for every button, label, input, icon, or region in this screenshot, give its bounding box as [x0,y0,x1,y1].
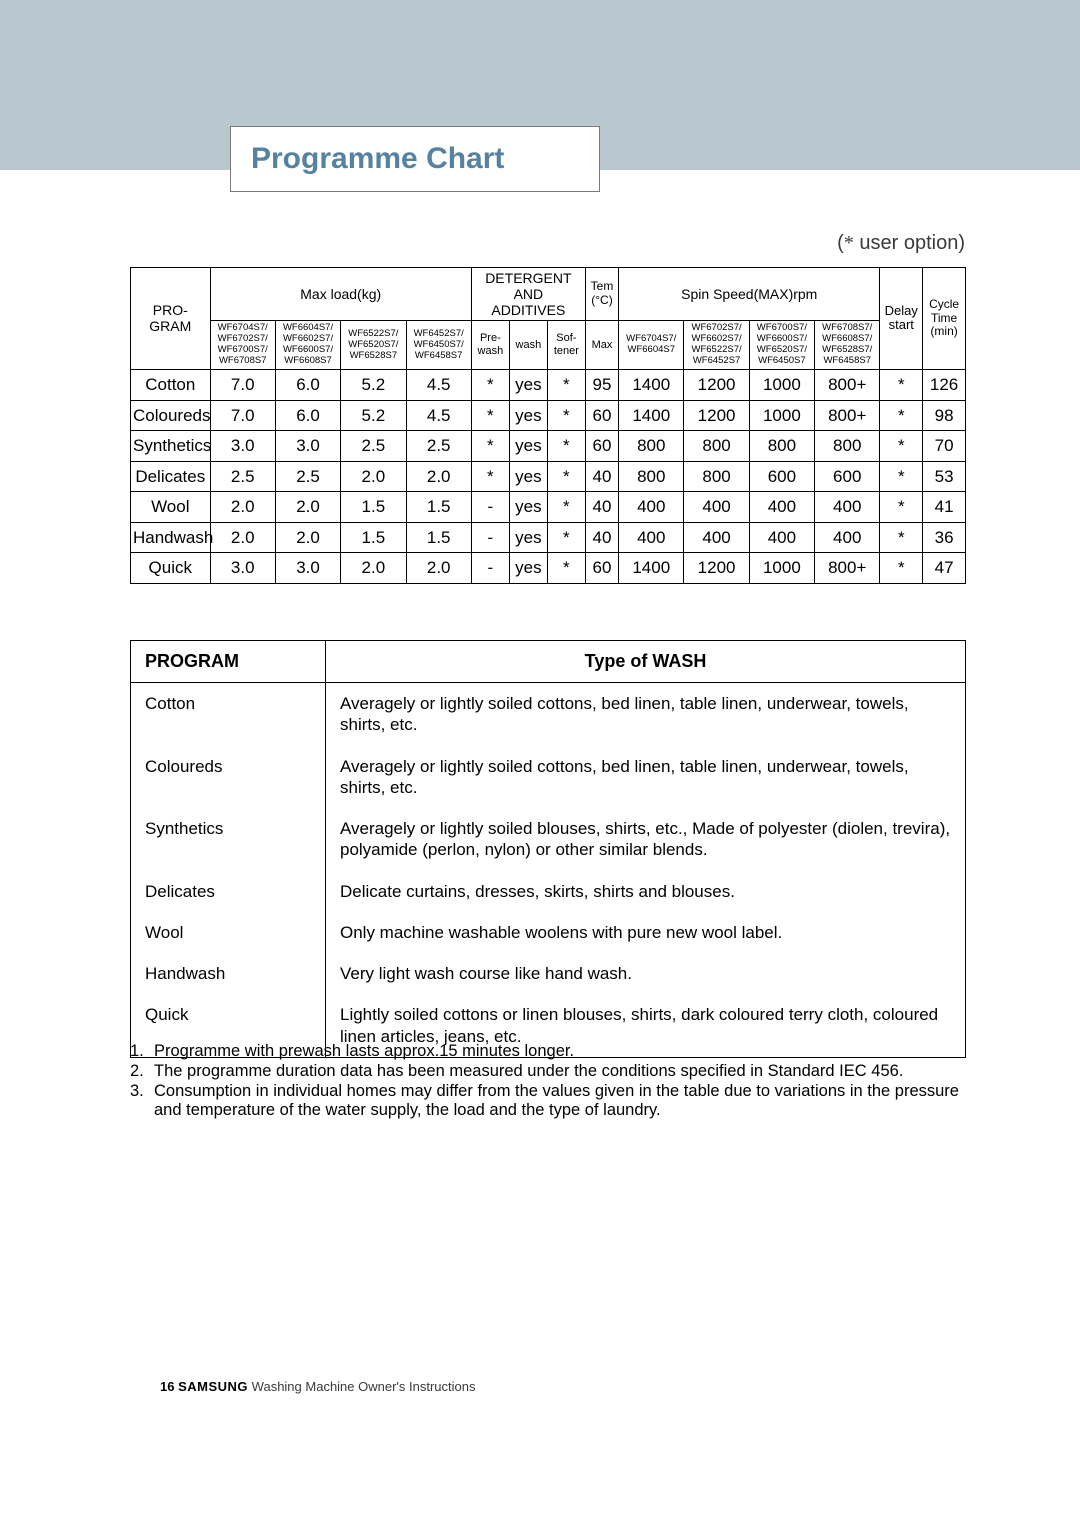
desc-text: Delicate curtains, dresses, skirts, shir… [326,871,966,912]
table-row: Wool2.02.01.51.5-yes*40400400400400*41 [131,492,966,523]
desc-header-type: Type of WASH [326,641,966,683]
left-rail [0,0,130,170]
desc-text: Averagely or lightly soiled cottons, bed… [326,683,966,746]
desc-text: Averagely or lightly soiled cottons, bed… [326,746,966,809]
program-name: Cotton [131,369,211,400]
page-title: Programme Chart [251,142,504,176]
footnote: 3.Consumption in individual homes may di… [130,1082,966,1122]
description-table: PROGRAM Type of WASH Cotton Averagely or… [130,640,966,1058]
table-row: Quick3.03.02.02.0-yes*60140012001000800+… [131,553,966,584]
desc-row: Coloureds Averagely or lightly soiled co… [131,746,966,809]
desc-row: Wool Only machine washable woolens with … [131,912,966,953]
table-row: Synthetics3.03.02.52.5*yes*6080080080080… [131,431,966,462]
spin-model-0: WF6704S7/WF6604S7 [619,321,684,370]
table-row: Delicates2.52.52.02.0*yes*40800800600600… [131,461,966,492]
detergent-col-1: wash [509,321,547,370]
table-row: Handwash2.02.01.51.5-yes*40400400400400*… [131,522,966,553]
footnotes: 1.Programme with prewash lasts approx.15… [130,1042,966,1121]
detergent-col-2: Sof-tener [547,321,585,370]
desc-program: Wool [131,912,326,953]
program-name: Quick [131,553,211,584]
program-name: Synthetics [131,431,211,462]
maxload-model-2: WF6522S7/WF6520S7/WF6528S7 [341,321,406,370]
detergent-col-0: Pre-wash [471,321,509,370]
desc-header-program: PROGRAM [131,641,326,683]
footnote: 2.The programme duration data has been m… [130,1062,966,1082]
desc-row: Cotton Averagely or lightly soiled cotto… [131,683,966,746]
desc-program: Synthetics [131,808,326,871]
footer: 16 SAMSUNG Washing Machine Owner's Instr… [160,1379,475,1394]
col-delay: Delaystart [880,268,923,370]
programme-table: PRO-GRAMMax load(kg)DETERGENTANDADDITIVE… [130,267,966,584]
desc-program: Cotton [131,683,326,746]
title-box: Programme Chart [230,126,600,192]
desc-program: Coloureds [131,746,326,809]
user-option-note: (* user option) [837,232,965,255]
desc-row: Delicates Delicate curtains, dresses, sk… [131,871,966,912]
program-name: Handwash [131,522,211,553]
desc-text: Averagely or lightly soiled blouses, shi… [326,808,966,871]
col-detergent: DETERGENTANDADDITIVES [471,268,585,321]
table-row: Coloureds7.06.05.24.5*yes*60140012001000… [131,400,966,431]
desc-program: Delicates [131,871,326,912]
footnote: 1.Programme with prewash lasts approx.15… [130,1042,966,1062]
footer-text: Washing Machine Owner's Instructions [252,1379,476,1394]
page-number: 16 [160,1379,174,1394]
spin-model-3: WF6708S7/WF6608S7/WF6528S7/WF6458S7 [815,321,880,370]
maxload-model-3: WF6452S7/WF6450S7/WF6458S7 [406,321,471,370]
desc-text: Very light wash course like hand wash. [326,953,966,994]
program-name: Coloureds [131,400,211,431]
col-spin: Spin Speed(MAX)rpm [619,268,880,321]
desc-row: Synthetics Averagely or lightly soiled b… [131,808,966,871]
col-cycle: CycleTime(min) [923,268,966,370]
desc-text: Only machine washable woolens with pure … [326,912,966,953]
spin-model-1: WF6702S7/WF6602S7/WF6522S7/WF6452S7 [684,321,749,370]
spin-model-2: WF6700S7/WF6600S7/WF6520S7/WF6450S7 [749,321,814,370]
program-name: Wool [131,492,211,523]
col-program: PRO-GRAM [131,268,211,370]
brand: SAMSUNG [178,1379,248,1394]
col-temp: Tem(°C) [585,268,618,321]
temp-max: Max [585,321,618,370]
desc-program: Handwash [131,953,326,994]
maxload-model-0: WF6704S7/WF6702S7/WF6700S7/WF6708S7 [210,321,275,370]
desc-row: Handwash Very light wash course like han… [131,953,966,994]
table-row: Cotton7.06.05.24.5*yes*95140012001000800… [131,369,966,400]
col-maxload: Max load(kg) [210,268,471,321]
program-name: Delicates [131,461,211,492]
maxload-model-1: WF6604S7/WF6602S7/WF6600S7/WF6608S7 [275,321,340,370]
